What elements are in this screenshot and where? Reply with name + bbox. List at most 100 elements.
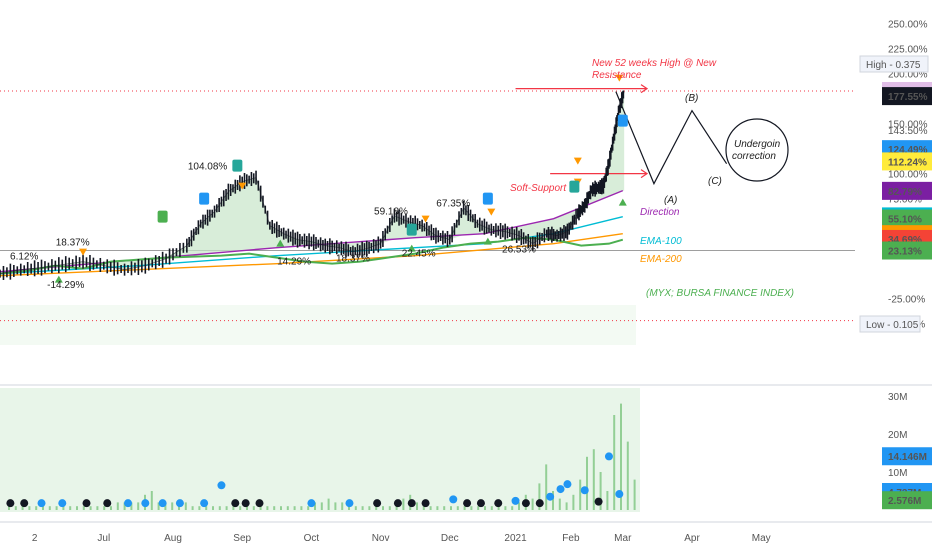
volume-bar xyxy=(252,506,255,510)
time-tick-label: Apr xyxy=(684,533,700,544)
price-tick-label: 150.00% xyxy=(888,120,928,131)
volume-bar xyxy=(538,483,541,510)
signal-triangle xyxy=(618,198,627,206)
volume-bar xyxy=(116,502,119,510)
volume-bar xyxy=(436,506,439,510)
volume-bar xyxy=(633,479,636,510)
resistance-line-arrowhead xyxy=(640,84,649,94)
high-label-box xyxy=(859,55,929,73)
volume-bar xyxy=(69,506,72,510)
time-tick-label: Jul xyxy=(97,533,110,544)
volume-dot xyxy=(521,499,530,508)
volume-bar xyxy=(402,498,405,510)
volume-bar xyxy=(484,506,486,510)
volume-bar xyxy=(477,506,480,510)
volume-bar xyxy=(300,506,303,510)
volume-bar xyxy=(218,506,221,510)
volume-bar xyxy=(273,506,276,510)
volume-dot xyxy=(449,495,458,504)
price-badge-label: 23.13% xyxy=(888,247,922,258)
volume-bar xyxy=(280,506,282,510)
time-tick-label: Aug xyxy=(164,533,182,544)
low-label-box xyxy=(859,315,921,333)
volume-dot xyxy=(103,499,112,508)
volume-bar xyxy=(586,456,588,510)
volume-bar xyxy=(565,502,568,510)
percent-label: 67.35% xyxy=(436,198,470,209)
volume-bar xyxy=(232,506,235,510)
volume-bar xyxy=(450,506,452,510)
price-badge xyxy=(882,181,932,200)
volume-dot xyxy=(217,481,226,490)
volume-dot xyxy=(494,499,503,508)
volume-bar xyxy=(572,494,575,510)
percent-label: 104.08% xyxy=(188,162,228,173)
volume-bar xyxy=(375,506,378,510)
volume-bar xyxy=(28,506,31,510)
low-label: Low - 0.105 xyxy=(866,320,919,331)
volume-bar xyxy=(42,506,44,510)
time-tick-label: Feb xyxy=(562,533,580,544)
volume-bar xyxy=(334,502,337,510)
chart-annotation: Direction xyxy=(640,207,680,218)
volume-bar xyxy=(620,403,622,510)
price-tick-label: 200.00% xyxy=(888,70,928,81)
price-tick-label: 75.00% xyxy=(888,195,922,206)
volume-bar xyxy=(518,502,520,510)
time-tick-label: Dec xyxy=(441,533,459,544)
volume-bar xyxy=(157,502,160,510)
volume-bar xyxy=(164,502,167,510)
volume-bar xyxy=(456,506,459,510)
volume-bar xyxy=(8,506,10,510)
volume-bar xyxy=(368,506,371,510)
volume-bar xyxy=(443,506,446,510)
chart-annotation: correction xyxy=(732,151,776,162)
volume-bar xyxy=(545,464,548,510)
percent-label: 18.37% xyxy=(56,238,90,249)
signal-tag xyxy=(569,180,580,193)
volume-badge xyxy=(882,491,932,510)
price-badge-label: 177.55% xyxy=(888,92,928,103)
price-tick-label: 100.00% xyxy=(888,170,928,181)
volume-bar xyxy=(341,502,344,510)
volume-dot xyxy=(6,499,15,508)
signal-tag xyxy=(157,210,168,223)
volume-tick-label: 30M xyxy=(888,392,907,403)
volume-dot xyxy=(393,499,402,508)
volume-bar xyxy=(198,506,201,510)
chart-annotation: New 52 weeks High @ New xyxy=(592,58,717,69)
chart-annotation: (A) xyxy=(664,195,677,206)
percent-label: 22.45% xyxy=(402,249,436,260)
signal-triangle xyxy=(54,275,63,283)
volume-dot xyxy=(535,499,544,508)
volume-bar xyxy=(130,502,133,510)
volume-dot xyxy=(58,499,67,508)
volume-bar xyxy=(225,506,228,510)
volume-dot xyxy=(20,499,29,508)
volume-dot xyxy=(546,492,555,501)
volume-bar xyxy=(205,506,208,510)
volume-dot xyxy=(373,499,382,508)
volume-tick-label: 10M xyxy=(888,468,907,479)
volume-dot xyxy=(345,499,354,508)
volume-dot xyxy=(241,499,250,508)
volume-bar xyxy=(606,491,609,510)
chart-annotation: Soft-Support xyxy=(510,183,567,194)
volume-bar xyxy=(150,491,153,510)
volume-bar xyxy=(429,506,432,510)
chart-annotation: (C) xyxy=(708,176,722,187)
volume-bar xyxy=(422,506,425,510)
volume-dot xyxy=(255,499,264,508)
price-tick-label: 143.50% xyxy=(888,126,928,137)
volume-bar xyxy=(21,506,24,510)
chart-annotation: (MYX; BURSA FINANCE INDEX) xyxy=(646,288,794,299)
volume-bar xyxy=(613,415,616,510)
volume-bar xyxy=(266,506,269,510)
price-badge-label: 34.69% xyxy=(888,235,922,246)
volume-bar xyxy=(293,506,296,510)
volume-bar xyxy=(327,498,330,510)
time-tick-label: Oct xyxy=(304,533,320,544)
time-tick-label: Sep xyxy=(233,533,251,544)
